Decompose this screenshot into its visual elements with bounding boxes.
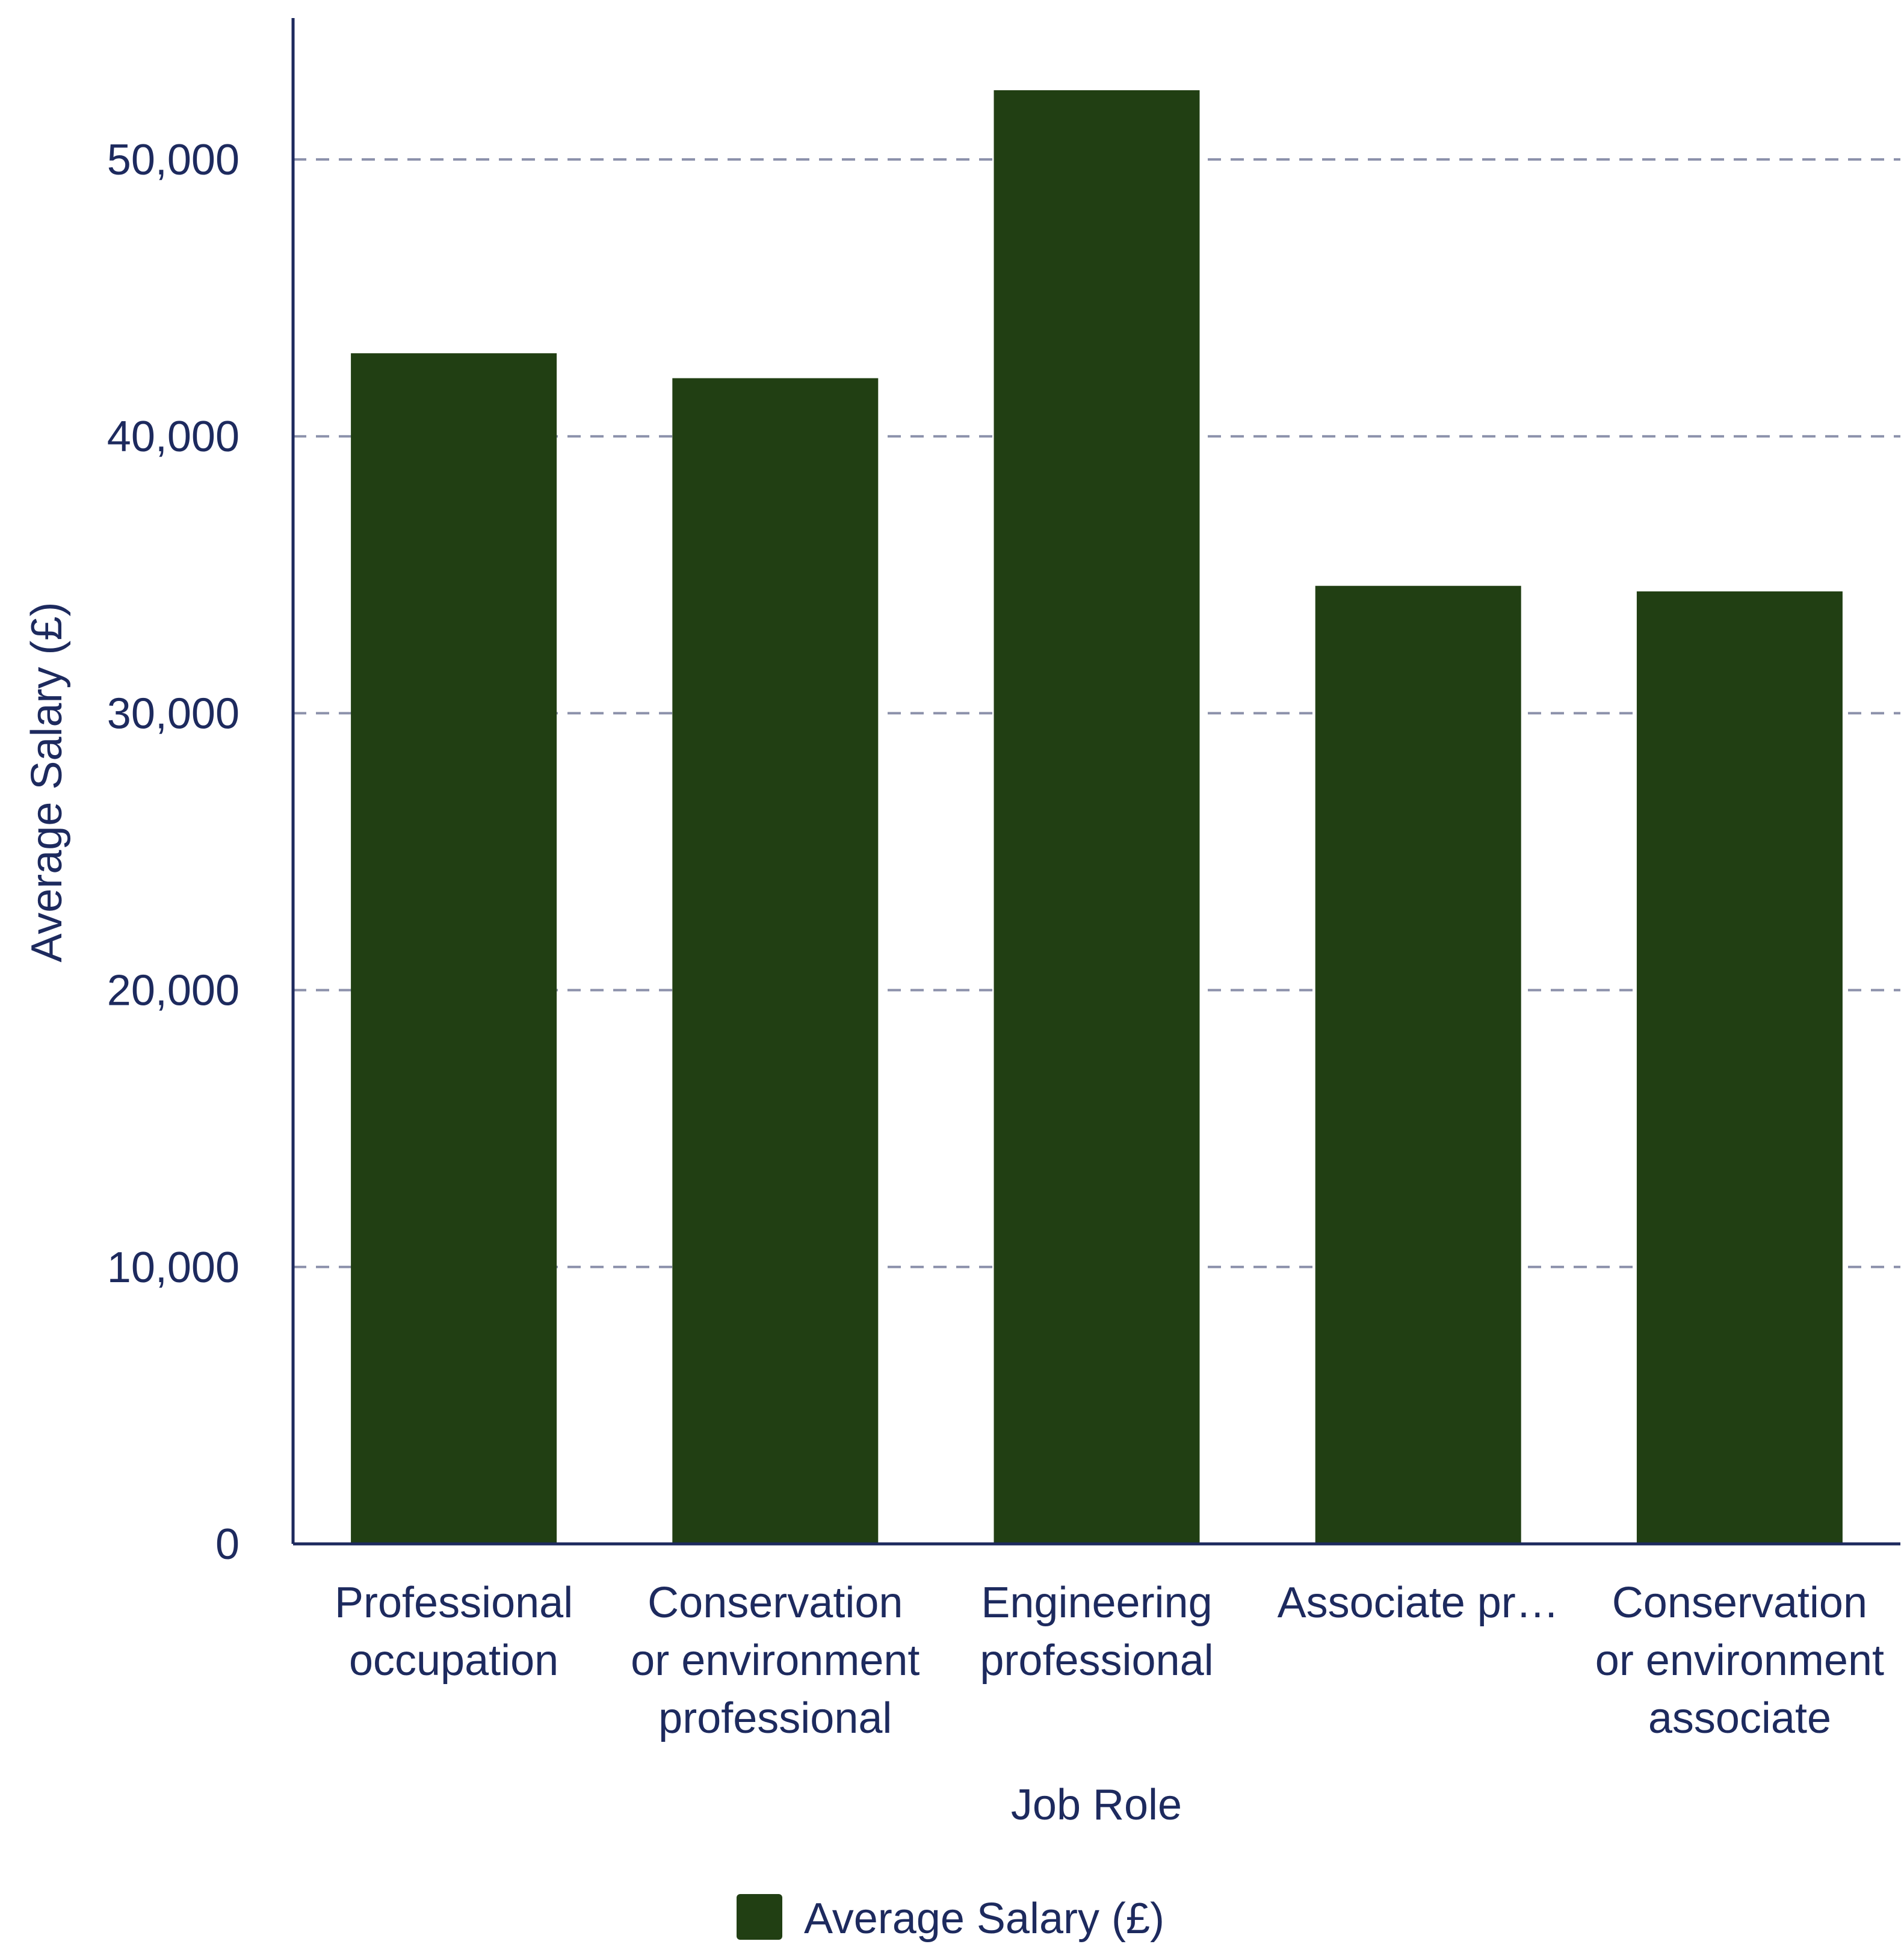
bar — [1636, 591, 1843, 1544]
x-category-label: Engineering professional — [980, 1579, 1213, 1685]
y-tick-labels: 0 10,000 20,000 30,000 40,000 50,000 — [107, 136, 240, 1569]
bar — [994, 90, 1200, 1544]
x-axis-title: Job Role — [1011, 1781, 1182, 1829]
x-category-labels: Professional occupation Conservation or env… — [335, 1579, 1884, 1742]
y-tick-label: 20,000 — [107, 967, 240, 1015]
bar — [1315, 585, 1521, 1544]
x-category-label: Associate pr… — [1278, 1579, 1559, 1627]
legend-swatch — [737, 1894, 782, 1940]
bars — [351, 90, 1843, 1544]
x-category-label: Professional occupation — [335, 1579, 573, 1685]
legend: Average Salary (£) — [737, 1894, 1164, 1943]
bar — [672, 378, 879, 1544]
bar — [351, 353, 557, 1544]
x-category-label: Conservation or environment associate — [1595, 1579, 1884, 1742]
y-tick-label: 50,000 — [107, 136, 240, 184]
legend-label: Average Salary (£) — [804, 1895, 1164, 1943]
y-tick-label: 10,000 — [107, 1244, 240, 1292]
x-category-label: Conservation or environment professional — [631, 1579, 920, 1742]
y-axis-title: Average Salary (£) — [23, 602, 71, 963]
y-tick-label: 0 — [215, 1520, 240, 1569]
y-tick-label: 40,000 — [107, 413, 240, 461]
y-tick-label: 30,000 — [107, 690, 240, 738]
